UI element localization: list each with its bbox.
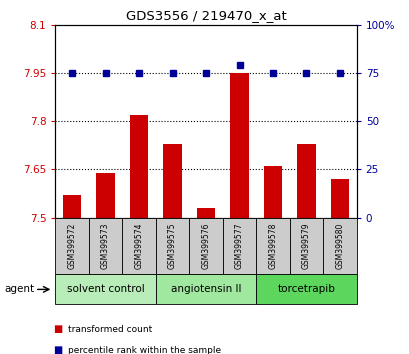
Text: transformed count: transformed count — [67, 325, 151, 334]
Bar — [189, 218, 222, 274]
Bar — [55, 274, 155, 304]
Bar — [297, 144, 315, 218]
Text: GSM399575: GSM399575 — [168, 222, 177, 269]
Bar — [256, 218, 289, 274]
Bar — [222, 218, 256, 274]
Text: GSM399579: GSM399579 — [301, 222, 310, 269]
Bar — [330, 179, 348, 218]
Bar — [230, 73, 248, 218]
Bar — [263, 166, 281, 218]
Text: GSM399578: GSM399578 — [268, 222, 277, 269]
Bar — [155, 274, 256, 304]
Text: GSM399580: GSM399580 — [335, 222, 344, 269]
Text: percentile rank within the sample: percentile rank within the sample — [67, 346, 220, 354]
Text: agent: agent — [4, 284, 34, 295]
Text: angiotensin II: angiotensin II — [171, 284, 240, 295]
Text: ■: ■ — [53, 346, 63, 354]
Text: GSM399572: GSM399572 — [67, 222, 76, 269]
Bar — [63, 195, 81, 218]
Text: GSM399573: GSM399573 — [101, 222, 110, 269]
Bar — [55, 218, 89, 274]
Bar — [322, 218, 356, 274]
Bar — [130, 115, 148, 218]
Text: GSM399577: GSM399577 — [234, 222, 243, 269]
Bar — [155, 218, 189, 274]
Bar — [163, 144, 181, 218]
Bar — [256, 274, 356, 304]
Text: torcetrapib: torcetrapib — [277, 284, 335, 295]
Bar — [122, 218, 155, 274]
Bar — [196, 208, 215, 218]
Bar — [96, 173, 115, 218]
Title: GDS3556 / 219470_x_at: GDS3556 / 219470_x_at — [125, 9, 286, 22]
Bar — [289, 218, 322, 274]
Text: ■: ■ — [53, 324, 63, 334]
Text: GSM399576: GSM399576 — [201, 222, 210, 269]
Text: solvent control: solvent control — [67, 284, 144, 295]
Bar — [89, 218, 122, 274]
Text: GSM399574: GSM399574 — [134, 222, 143, 269]
